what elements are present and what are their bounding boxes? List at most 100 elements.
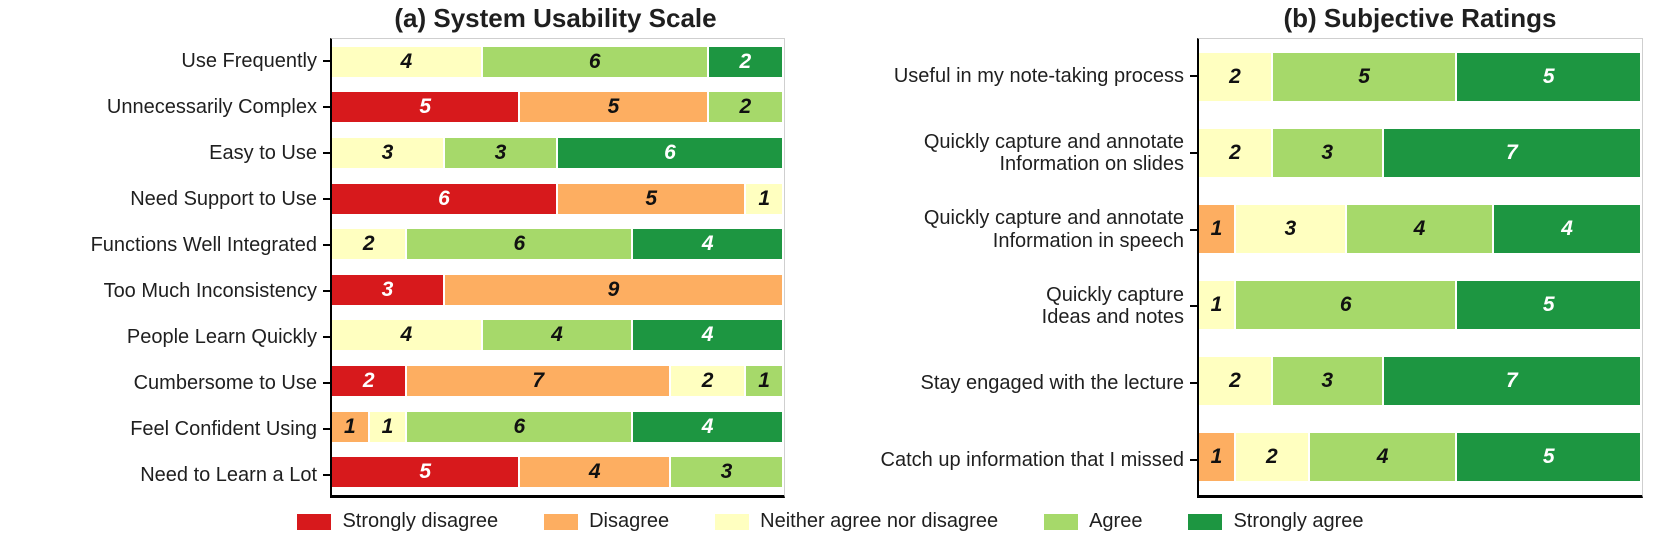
segment-value: 1	[381, 414, 394, 438]
segment-value: 6	[588, 49, 601, 73]
y-axis-tick	[1190, 305, 1197, 308]
bar-row: 1 2 4 5	[1199, 419, 1642, 495]
y-axis-tick	[323, 290, 330, 292]
legend-swatch	[715, 513, 750, 530]
segment-value: 6	[438, 186, 450, 210]
bar-row: 4 6 2	[332, 39, 784, 85]
bar-segment: 2	[708, 46, 784, 77]
bar-segment: 5	[332, 457, 521, 488]
bar-segment: 5	[1272, 53, 1458, 101]
bar-segment: 5	[1457, 433, 1642, 481]
category-label-text: Useful in my note-taking process	[893, 65, 1184, 88]
segment-value: 9	[607, 277, 620, 301]
category-label: People Learn Quickly	[0, 314, 330, 360]
category-label-text: Cumbersome to Use	[133, 371, 317, 394]
bar-row: 2 3 7	[1199, 343, 1642, 419]
bar-segment: 3	[1235, 205, 1347, 253]
bar-row: 2 3 7	[1199, 115, 1642, 191]
category-label-text: Quickly capture and annotate Information…	[923, 130, 1184, 175]
stacked-bar: 1 3 4 4	[1199, 205, 1642, 253]
category-label: Too Much Inconsistency	[0, 268, 330, 314]
stacked-bar: 2 3 7	[1199, 357, 1642, 405]
stacked-bar: 2 7 2 1	[332, 365, 784, 396]
segment-value: 4	[701, 323, 714, 347]
bar-segment: 6	[482, 46, 709, 77]
legend-item: Neither agree nor disagree	[715, 510, 998, 533]
category-label-text: Feel Confident Using	[130, 417, 317, 440]
bar-segment: 6	[407, 229, 634, 260]
category-label-text: Easy to Use	[209, 141, 317, 164]
legend-label: Disagree	[589, 510, 670, 532]
figure-legend: Strongly disagree Disagree Neither agree n…	[0, 498, 1661, 545]
panel-subjective-ratings: (b) Subjective Ratings Useful in my note…	[785, 0, 1661, 498]
segment-value: 3	[381, 277, 394, 301]
segment-value: 3	[720, 460, 733, 484]
segment-value: 5	[645, 186, 657, 210]
y-axis-labels-a: Use Frequently Unnecessarily Complex Easy …	[0, 38, 330, 498]
y-axis-tick	[1190, 152, 1197, 154]
y-axis-tick	[323, 428, 330, 430]
segment-value: 4	[1413, 217, 1426, 240]
segment-value: 6	[1339, 293, 1352, 316]
y-axis-tick	[323, 60, 330, 62]
segment-value: 5	[1542, 293, 1555, 316]
category-label-text: Too Much Inconsistency	[103, 279, 317, 302]
y-axis-tick	[323, 382, 330, 384]
segment-value: 4	[400, 323, 413, 347]
segment-value: 4	[400, 49, 413, 73]
segment-value: 3	[494, 140, 507, 164]
segment-value: 4	[701, 414, 714, 438]
category-label-text: Need Support to Use	[130, 187, 317, 210]
bar-row: 1 3 4 4	[1199, 191, 1642, 267]
legend-label: Agree	[1089, 510, 1143, 532]
legend-label: Strongly agree	[1233, 510, 1364, 532]
category-label-text: Stay engaged with the lecture	[920, 371, 1184, 394]
segment-value: 6	[664, 140, 676, 164]
segment-value: 1	[1210, 293, 1223, 316]
legend-item: Strongly agree	[1188, 510, 1364, 533]
segment-value: 5	[1358, 65, 1370, 88]
stacked-bar: 1 2 4 5	[1199, 433, 1642, 481]
bar-segment: 2	[1235, 433, 1310, 481]
bar-segment: 5	[1457, 53, 1642, 101]
segment-value: 2	[362, 232, 375, 256]
bar-segment: 1	[746, 183, 784, 214]
category-label: Cumbersome to Use	[0, 360, 330, 406]
segment-value: 3	[1284, 217, 1297, 240]
chart-title-b: (b) Subjective Ratings	[1283, 3, 1557, 33]
category-label: Unnecessarily Complex	[0, 84, 330, 130]
legend-item: Strongly disagree	[297, 510, 498, 533]
y-axis-tick	[323, 106, 330, 108]
segment-value: 6	[513, 232, 526, 256]
stacked-bar: 2 5 5	[1199, 53, 1642, 101]
bar-segment: 4	[1346, 205, 1495, 253]
category-label: Need to Learn a Lot	[0, 452, 330, 498]
bar-segment: 3	[445, 137, 558, 168]
stacked-bar: 2 6 4	[332, 229, 784, 260]
chart-title-a: (a) System Usability Scale	[394, 3, 717, 33]
bar-row: 2 5 5	[1199, 39, 1642, 115]
segment-value: 4	[1561, 217, 1573, 240]
category-label-text: Need to Learn a Lot	[140, 463, 317, 486]
bar-segment: 5	[520, 92, 709, 123]
segment-value: 3	[381, 140, 394, 164]
bar-segment: 4	[633, 320, 784, 351]
bar-segment: 1	[369, 411, 408, 442]
bar-row: 6 5 1	[332, 176, 784, 222]
bar-segment: 4	[482, 320, 634, 351]
category-label: Catch up information that I missed	[785, 421, 1197, 498]
bar-segment: 2	[1199, 357, 1273, 405]
segment-value: 5	[607, 95, 620, 119]
stacked-bar: 4 6 2	[332, 46, 784, 77]
y-axis-tick	[1190, 382, 1197, 385]
legend-item: Agree	[1044, 510, 1142, 533]
bar-segment: 2	[332, 229, 408, 260]
bar-row: 1 1 6 4	[332, 404, 784, 450]
y-axis-tick	[323, 198, 330, 200]
segment-value: 1	[1210, 217, 1223, 240]
bar-segment: 1	[1199, 433, 1236, 481]
category-label-text: Unnecessarily Complex	[106, 95, 317, 118]
plot-area-b: 2 5 5 2 3 7 1 3 4 4 1 6 5 2 3 7 1 2 4 5	[1197, 38, 1643, 498]
